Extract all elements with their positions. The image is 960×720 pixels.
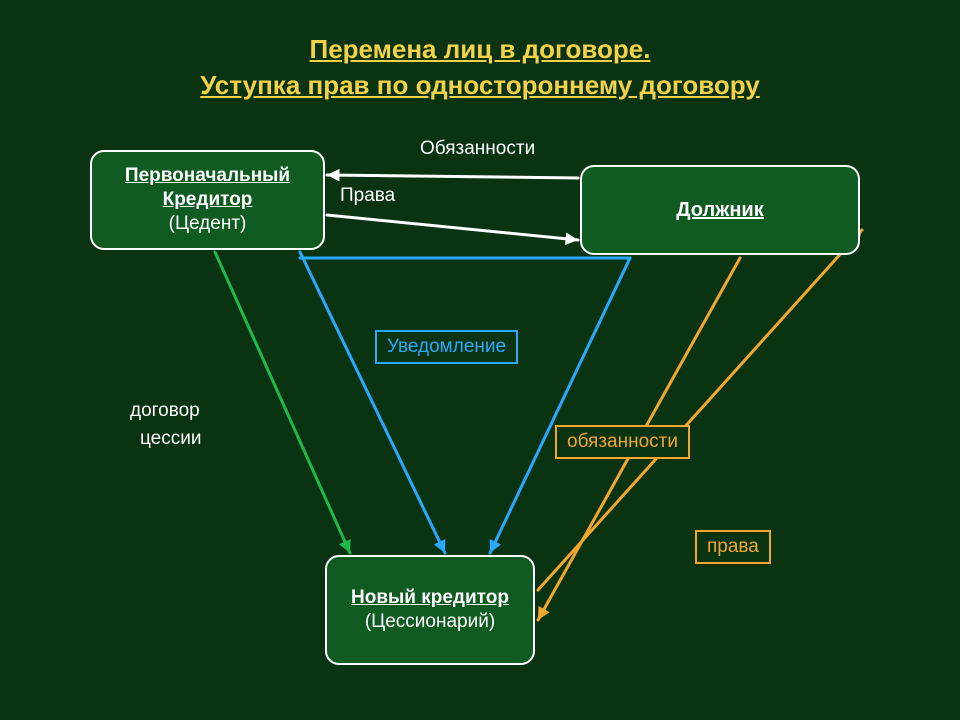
label-rights-2: права	[695, 530, 771, 564]
node-cessionary-title: Новый кредитор	[351, 586, 509, 610]
node-debtor: Должник	[580, 165, 860, 255]
label-duties-2: обязанности	[555, 425, 690, 459]
node-cedent-sub: (Цедент)	[169, 212, 247, 236]
label-duties-1: Обязанности	[420, 138, 535, 160]
node-cedent: Первоначальный Кредитор (Цедент)	[90, 150, 325, 250]
diagram-stage: Перемена лиц в договоре. Уступка прав по…	[0, 0, 960, 720]
title-line-2: Уступка прав по одностороннему договору	[0, 70, 960, 101]
node-cessionary: Новый кредитор (Цессионарий)	[325, 555, 535, 665]
label-cession-l1: договор	[130, 400, 200, 422]
label-notice: Уведомление	[375, 330, 518, 364]
node-debtor-title: Должник	[676, 198, 763, 223]
label-cession-l2: цессии	[140, 428, 201, 450]
label-rights-1: Права	[340, 185, 395, 207]
node-cedent-title: Первоначальный Кредитор	[102, 164, 313, 212]
title-line-1: Перемена лиц в договоре.	[0, 34, 960, 65]
node-cessionary-sub: (Цессионарий)	[365, 610, 495, 634]
